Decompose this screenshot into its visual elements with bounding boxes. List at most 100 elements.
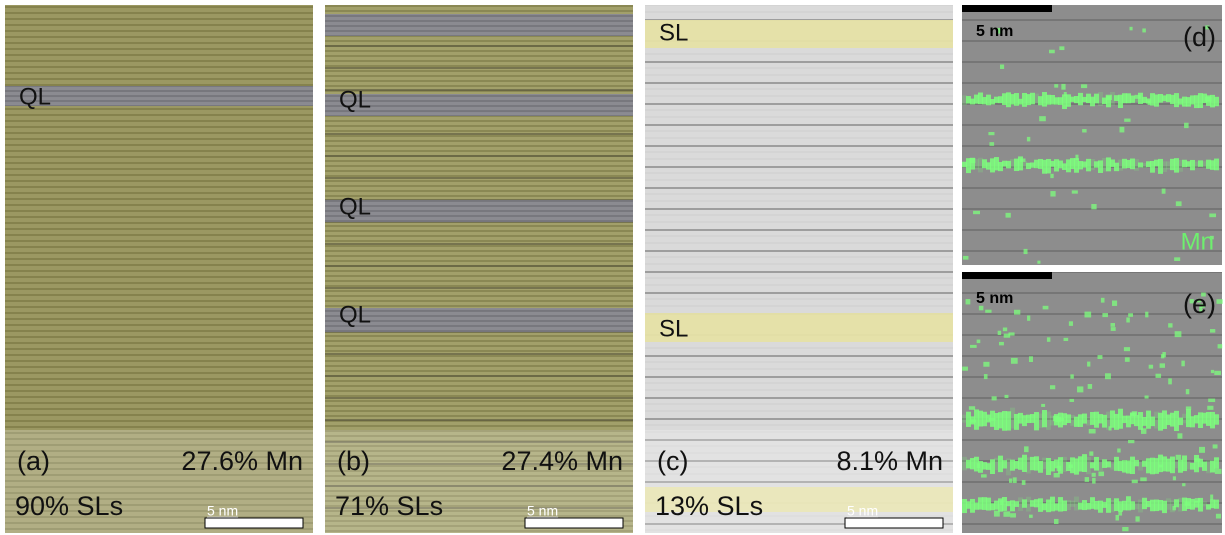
mn-signal xyxy=(1106,498,1111,513)
stem-panel: QL QL QL (b) 27.4% Mn 71% SLs 5 nm xyxy=(325,5,633,533)
mn-signal xyxy=(1162,456,1167,472)
mn-speck xyxy=(1023,248,1028,255)
eds-panel: 5 nm (d) Mn xyxy=(962,5,1222,265)
mn-signal xyxy=(982,462,987,470)
mn-signal xyxy=(1138,461,1143,471)
layer-band xyxy=(325,14,633,36)
mn-speck xyxy=(1075,154,1079,161)
mn-signal xyxy=(1198,412,1203,429)
mn-speck xyxy=(1131,479,1138,484)
mn-signal xyxy=(1206,460,1211,474)
mn-signal xyxy=(1118,159,1123,171)
composition: 27.4% Mn xyxy=(501,446,623,476)
mn-signal xyxy=(1126,93,1131,104)
sl-fraction: 13% SLs xyxy=(655,491,763,521)
mn-speck xyxy=(1175,454,1182,460)
mn-speck xyxy=(1046,337,1051,342)
mn-speck xyxy=(991,396,997,401)
mn-signal xyxy=(1074,458,1079,475)
mn-signal xyxy=(1162,95,1167,102)
mn-signal xyxy=(962,498,967,514)
mn-signal xyxy=(1078,161,1083,170)
mn-signal xyxy=(1174,93,1179,108)
mn-signal xyxy=(1202,412,1207,424)
mn-signal xyxy=(1082,96,1087,102)
mn-signal xyxy=(1062,456,1067,472)
mn-signal xyxy=(966,96,971,104)
mn-speck xyxy=(1128,439,1135,444)
mn-signal xyxy=(998,96,1003,104)
mn-speck xyxy=(1026,136,1031,142)
mn-signal xyxy=(1042,410,1047,428)
mn-signal xyxy=(1050,415,1055,426)
mn-speck xyxy=(1050,191,1056,197)
mn-speck xyxy=(983,361,990,367)
mn-signal xyxy=(1082,500,1087,511)
eds-panel: 5 nm (e) xyxy=(962,272,1223,533)
mn-speck xyxy=(1020,158,1026,162)
mn-signal xyxy=(1070,158,1075,169)
mn-signal xyxy=(1190,416,1195,428)
panel-label: (a) xyxy=(17,446,50,476)
mn-speck xyxy=(1205,96,1212,102)
mn-signal xyxy=(1086,502,1091,510)
mn-signal xyxy=(1042,457,1047,469)
mn-signal xyxy=(1078,456,1083,472)
mn-speck xyxy=(962,255,969,260)
mn-signal xyxy=(1066,414,1071,424)
mn-signal xyxy=(966,501,971,509)
mn-speck xyxy=(1196,298,1202,303)
mn-signal xyxy=(1006,160,1011,169)
mn-speck xyxy=(1084,477,1090,482)
mn-signal xyxy=(1114,162,1119,172)
mn-signal xyxy=(1214,457,1219,469)
mn-speck xyxy=(1185,389,1190,395)
mn-signal xyxy=(1018,497,1023,511)
mn-speck xyxy=(973,210,981,215)
mn-speck xyxy=(1054,518,1059,525)
mn-speck xyxy=(1214,468,1222,474)
mn-signal xyxy=(1082,454,1087,472)
mn-speck xyxy=(1008,332,1015,336)
mn-signal xyxy=(1114,498,1119,512)
mn-signal xyxy=(1110,92,1115,106)
mn-signal xyxy=(1018,98,1023,105)
mn-speck xyxy=(1056,465,1062,472)
layer-band xyxy=(5,86,313,106)
mn-signal xyxy=(1122,500,1127,511)
mn-signal xyxy=(1126,159,1131,169)
mn-signal xyxy=(1214,414,1219,425)
mn-signal xyxy=(1158,499,1163,511)
scale-bar-label: 5 nm xyxy=(527,503,558,519)
mn-signal xyxy=(1110,463,1115,470)
layer-band xyxy=(325,200,633,222)
mn-signal xyxy=(1094,456,1099,471)
mn-signal xyxy=(1210,160,1215,170)
mn-signal xyxy=(1130,158,1135,170)
mn-speck xyxy=(1028,356,1034,363)
mn-speck xyxy=(1209,329,1216,333)
mn-signal xyxy=(1102,157,1107,172)
mn-signal xyxy=(1022,499,1027,508)
composition: 8.1% Mn xyxy=(836,446,943,476)
mn-speck xyxy=(1212,444,1218,449)
mn-signal xyxy=(1122,93,1127,104)
mn-signal xyxy=(1026,94,1031,106)
mn-speck xyxy=(1126,317,1130,323)
mn-speck xyxy=(1087,384,1093,389)
mn-speck xyxy=(1159,464,1164,468)
mn-signal xyxy=(1038,413,1043,428)
mn-signal xyxy=(1030,92,1035,105)
caption-overlay xyxy=(325,430,633,533)
mn-signal xyxy=(1178,417,1183,426)
mn-speck xyxy=(1068,464,1074,469)
mn-signal xyxy=(974,456,979,472)
mn-speck xyxy=(1098,471,1105,477)
mn-signal xyxy=(1098,92,1103,107)
mn-signal xyxy=(990,503,995,511)
mn-signal xyxy=(994,157,999,171)
mn-signal xyxy=(998,455,1003,473)
mn-signal xyxy=(1110,159,1115,167)
scale-bar-label: 5 nm xyxy=(976,290,1013,307)
mn-speck xyxy=(1041,403,1046,407)
